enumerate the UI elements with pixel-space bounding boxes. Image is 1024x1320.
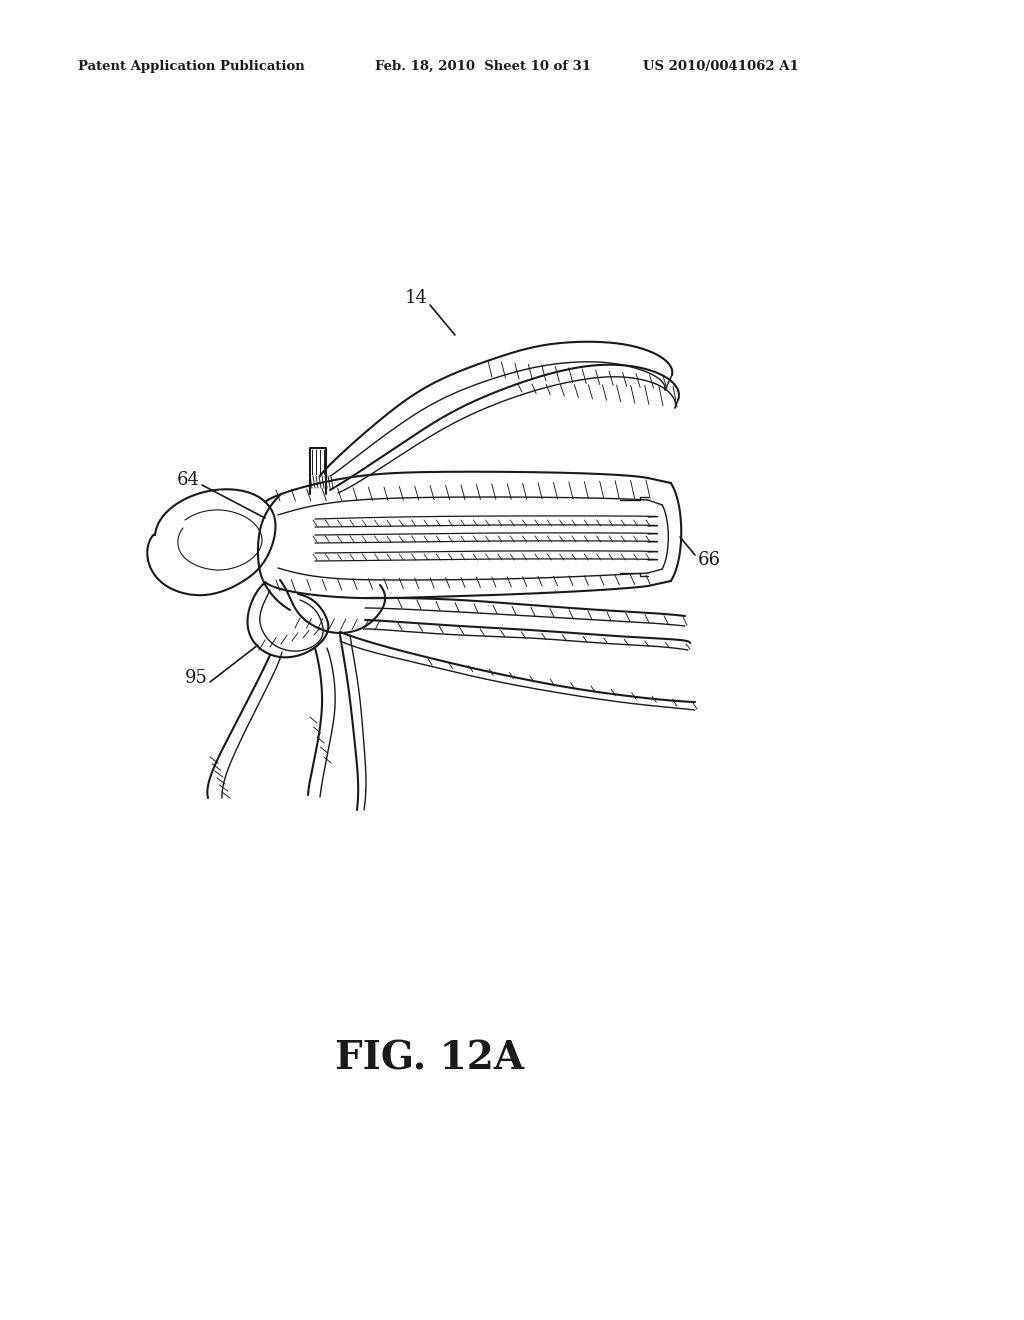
Text: FIG. 12A: FIG. 12A — [336, 1040, 524, 1078]
Text: 14: 14 — [406, 289, 428, 308]
Text: US 2010/0041062 A1: US 2010/0041062 A1 — [643, 59, 799, 73]
Text: Patent Application Publication: Patent Application Publication — [78, 59, 305, 73]
Text: 95: 95 — [185, 669, 208, 686]
Text: 64: 64 — [177, 471, 200, 488]
Text: Feb. 18, 2010  Sheet 10 of 31: Feb. 18, 2010 Sheet 10 of 31 — [375, 59, 591, 73]
Text: 66: 66 — [698, 550, 721, 569]
